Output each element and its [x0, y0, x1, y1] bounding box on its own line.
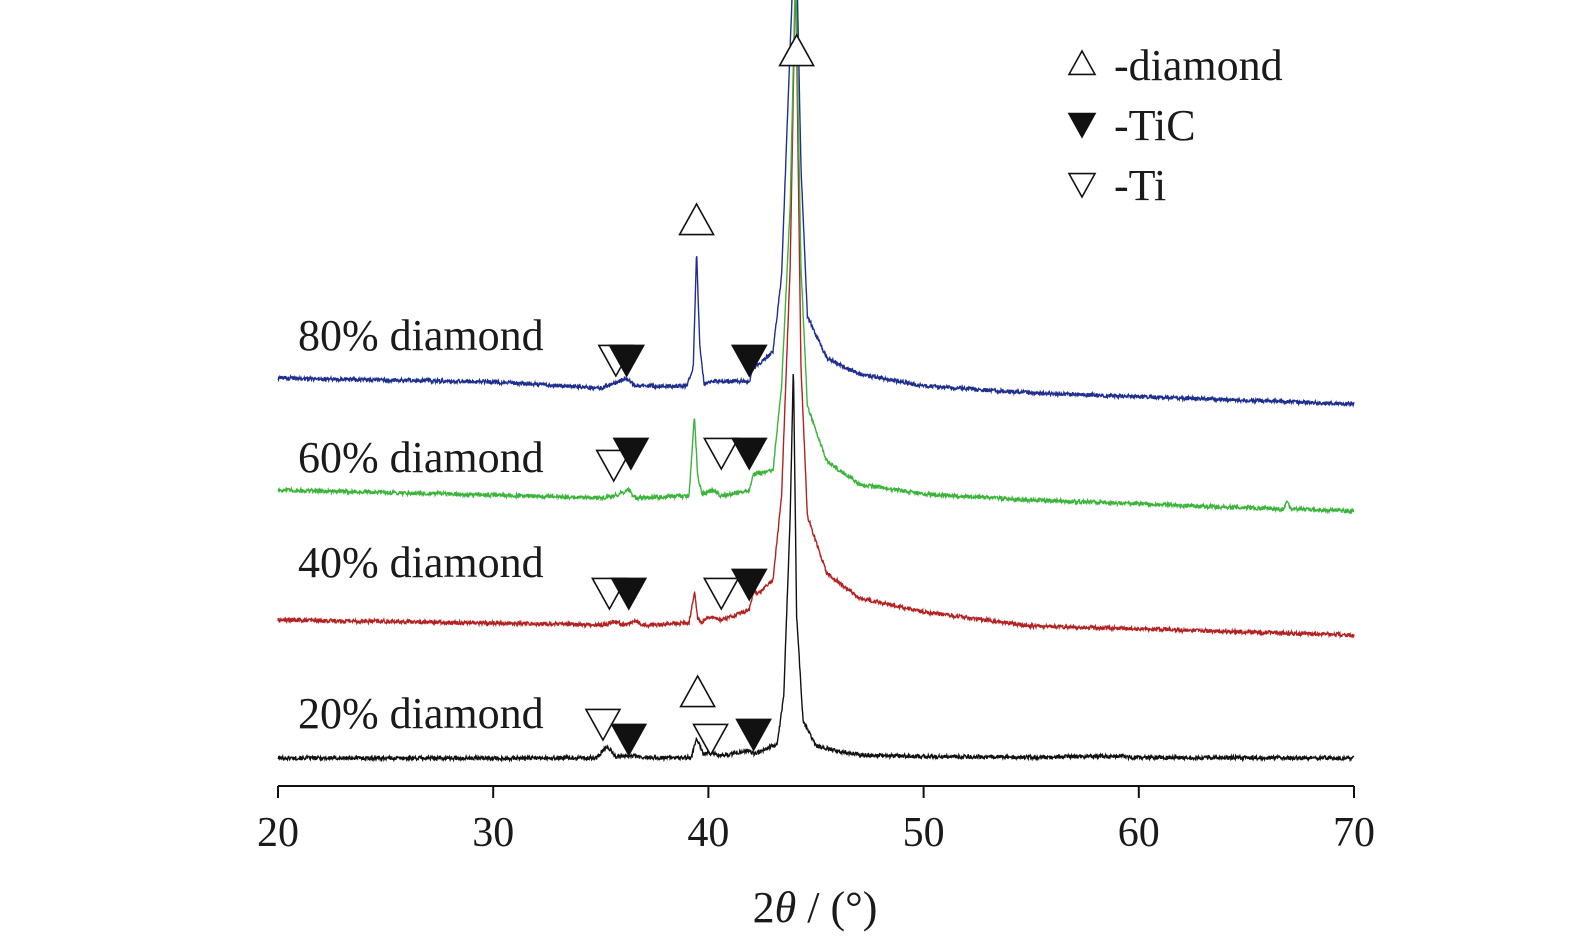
series-line-60-diamond: [277, 0, 1355, 515]
annotation-60-diamond-2-open-triangle-down-marker: [702, 437, 740, 471]
legend: -diamond -TiC -Ti: [1067, 41, 1283, 210]
series-label-20-diamond: 20% diamond: [298, 689, 544, 738]
series-line-80-diamond: [277, 0, 1355, 409]
x-tick-label-30: 30: [472, 810, 514, 856]
series-label-40-diamond: 40% diamond: [298, 538, 544, 587]
legend-label-ti: -Ti: [1114, 161, 1166, 210]
annotation-80-diamond-3-filled-triangle-down-marker: [730, 344, 768, 378]
series-labels: 20% diamond 40% diamond 60% diamond 80% dia…: [298, 311, 544, 738]
peak-annotations: [584, 33, 815, 757]
legend-1-filled-triangle-down-marker: [1067, 112, 1097, 139]
annotation-60-diamond-1-filled-triangle-down-marker: [612, 437, 650, 471]
legend-2-open-triangle-down-marker: [1067, 172, 1097, 199]
x-tick-label-70: 70: [1333, 810, 1375, 856]
series-line-20-diamond: [277, 374, 1355, 763]
annotation-80-diamond-1-filled-triangle-down-marker: [608, 344, 645, 378]
annotation-80-diamond-2-open-triangle-up-marker: [678, 202, 715, 236]
annotation-40-diamond-3-filled-triangle-down-marker: [730, 568, 768, 602]
annotation-20-diamond-4-filled-triangle-down-marker: [735, 718, 772, 752]
x-axis-title-unit: / (°): [796, 883, 877, 932]
legend-label-diamond: -diamond: [1114, 41, 1283, 90]
annotation-20-diamond-3-open-triangle-down-marker: [692, 723, 729, 757]
annotation-20-diamond-1-filled-triangle-down-marker: [610, 723, 648, 757]
series-label-80-diamond: 80% diamond: [298, 311, 544, 360]
x-axis-title: 2θ / (°): [753, 883, 878, 932]
x-tick-label-40: 40: [687, 810, 729, 856]
x-axis-title-prefix: 2: [753, 883, 775, 932]
series-label-60-diamond: 60% diamond: [298, 433, 544, 482]
x-tick-label-60: 60: [1118, 810, 1160, 856]
plot-series: [277, 0, 1355, 763]
annotation-40-diamond-1-filled-triangle-down-marker: [610, 577, 648, 611]
legend-0-open-triangle-up-marker: [1067, 49, 1097, 76]
annotation-20-diamond-2-open-triangle-up-marker: [679, 674, 716, 708]
annotation-60-diamond-0-open-triangle-down-marker: [595, 449, 633, 483]
series-line-40-diamond: [277, 0, 1355, 639]
x-tick-label-50: 50: [903, 810, 945, 856]
x-tick-label-20: 20: [257, 810, 299, 856]
legend-label-tic: -TiC: [1114, 101, 1196, 150]
x-axis: 20 30 40 50 60 70: [257, 785, 1375, 856]
annotation-40-diamond-2-open-triangle-down-marker: [702, 577, 740, 611]
x-axis-title-theta: θ: [775, 883, 797, 932]
annotation-60-diamond-3-filled-triangle-down-marker: [730, 437, 768, 471]
annotation-80-diamond-4-open-triangle-up-marker: [778, 33, 815, 67]
